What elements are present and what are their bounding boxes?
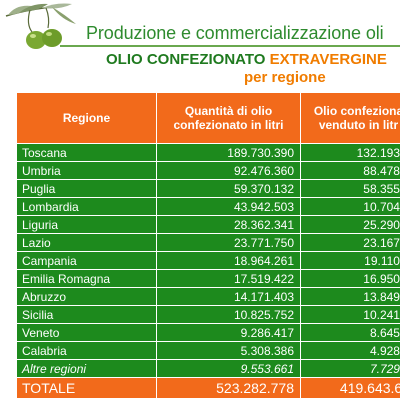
- cell-quantity: 9.553.661: [156, 359, 301, 378]
- cell-quantity: 23.771.750: [156, 233, 301, 252]
- cell-sold: 10.704.1: [300, 197, 400, 216]
- cell-sold: 132.193.4: [300, 143, 400, 162]
- cell-quantity: 43.942.503: [156, 197, 301, 216]
- cell-quantity: 17.519.422: [156, 269, 301, 288]
- total-label: TOTALE: [16, 377, 157, 399]
- cell-quantity: 189.730.390: [156, 143, 301, 162]
- cell-region: Campania: [16, 251, 157, 270]
- cell-sold: 25.290.0: [300, 215, 400, 234]
- cell-sold: 88.478.7: [300, 161, 400, 180]
- olive-branch-icon: [5, 3, 76, 49]
- cell-region: Toscana: [16, 143, 157, 162]
- table-header-row: Regione Quantità di olio confezionato in…: [16, 92, 400, 144]
- table-subtitle: OLIO CONFEZIONATO EXTRAVERGINE: [106, 51, 387, 68]
- cell-region: Calabria: [16, 341, 157, 360]
- cell-region: Emilia Romagna: [16, 269, 157, 288]
- cell-sold: 8.645.0: [300, 323, 400, 342]
- cell-region: Abruzzo: [16, 287, 157, 306]
- cell-quantity: 92.476.360: [156, 161, 301, 180]
- cell-region: Liguria: [16, 215, 157, 234]
- cell-quantity: 28.362.341: [156, 215, 301, 234]
- cell-sold: 7.729.0: [300, 359, 400, 378]
- subtitle-accent: EXTRAVERGINE: [269, 51, 387, 68]
- cell-quantity: 10.825.752: [156, 305, 301, 324]
- cell-quantity: 9.286.417: [156, 323, 301, 342]
- cell-quantity: 14.171.403: [156, 287, 301, 306]
- cell-region: Umbria: [16, 161, 157, 180]
- cell-sold: 23.167.8: [300, 233, 400, 252]
- title-divider: [60, 45, 400, 47]
- total-sold: 419.643.68: [300, 377, 400, 399]
- page-title: Produzione e commercializzazione oli: [86, 23, 384, 43]
- header-quantity: Quantità di olio confezionato in litri: [156, 92, 301, 144]
- cell-region: Veneto: [16, 323, 157, 342]
- cell-region: Sicilia: [16, 305, 157, 324]
- olive-oil-table: Regione Quantità di olio confezionato in…: [16, 92, 400, 399]
- subtitle-region: per regione: [244, 69, 326, 86]
- cell-sold: 16.950.6: [300, 269, 400, 288]
- header-sold: Olio confeziona venduto in litr: [300, 92, 400, 144]
- table-body: Toscana189.730.390132.193.4Umbria92.476.…: [16, 143, 400, 399]
- cell-sold: 13.849.7: [300, 287, 400, 306]
- header-region: Regione: [16, 92, 157, 144]
- cell-quantity: 5.308.386: [156, 341, 301, 360]
- cell-sold: 19.110.2: [300, 251, 400, 270]
- cell-region: Altre regioni: [16, 359, 157, 378]
- cell-sold: 10.241.4: [300, 305, 400, 324]
- cell-quantity: 18.964.261: [156, 251, 301, 270]
- cell-sold: 4.928.2: [300, 341, 400, 360]
- cell-region: Lazio: [16, 233, 157, 252]
- cell-region: Puglia: [16, 179, 157, 198]
- cell-quantity: 59.370.132: [156, 179, 301, 198]
- cell-region: Lombardia: [16, 197, 157, 216]
- total-quantity: 523.282.778: [156, 377, 301, 399]
- subtitle-main: OLIO CONFEZIONATO: [106, 51, 266, 68]
- cell-sold: 58.355.1: [300, 179, 400, 198]
